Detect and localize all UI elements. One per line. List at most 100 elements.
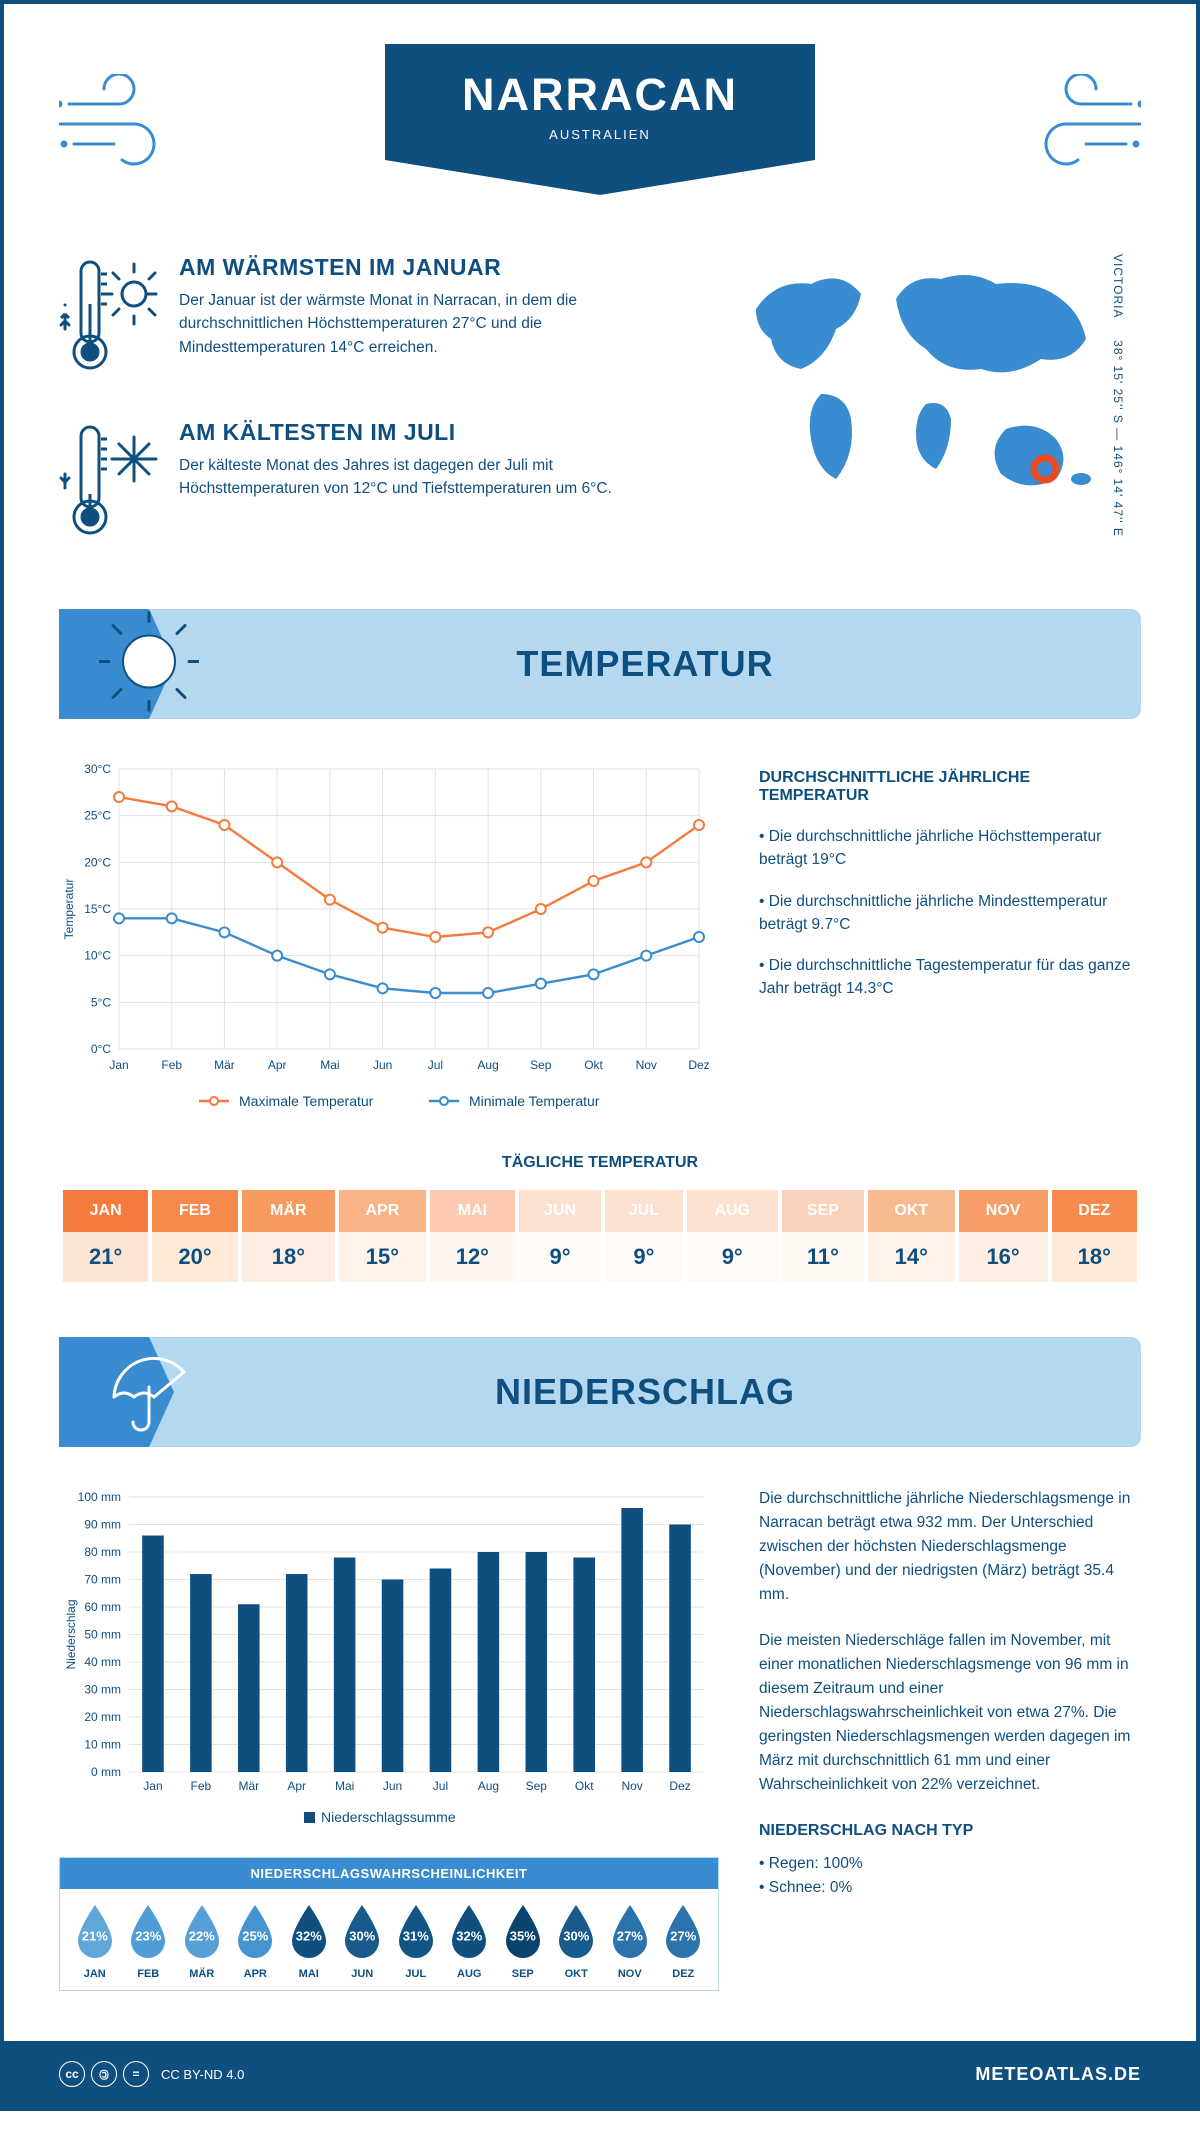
svg-text:10°C: 10°C bbox=[84, 949, 111, 963]
precip-prob-cell: 27%DEZ bbox=[657, 1903, 711, 1980]
svg-text:20 mm: 20 mm bbox=[84, 1710, 121, 1724]
daily-temp-header: JUN bbox=[519, 1190, 601, 1232]
precip-prob-value: 32% bbox=[296, 1928, 322, 1943]
daily-temp-header: SEP bbox=[782, 1190, 864, 1232]
precip-prob-month: OKT bbox=[550, 1968, 604, 1980]
precip-prob-cell: 25% APR bbox=[229, 1903, 283, 1980]
coords-sidebar: VICTORIA 38° 15' 25'' S — 146° 14' 47'' … bbox=[1111, 254, 1125, 584]
svg-text:Mär: Mär bbox=[214, 1058, 235, 1072]
precip-prob-cell: 22% MÄR bbox=[175, 1903, 229, 1980]
raindrop-icon: 21% bbox=[72, 1903, 118, 1964]
warmest-text: Der Januar ist der wärmste Monat in Narr… bbox=[179, 289, 671, 359]
svg-text:Mär: Mär bbox=[238, 1779, 259, 1793]
page-subtitle: AUSTRALIEN bbox=[405, 127, 795, 142]
raindrop-icon: 32% bbox=[286, 1903, 332, 1964]
precip-prob-cell: 30%JUN bbox=[336, 1903, 390, 1980]
precip-prob-value: 21% bbox=[82, 1928, 108, 1943]
coords-label: 38° 15' 25'' S — 146° 14' 47'' E bbox=[1111, 340, 1125, 537]
svg-text:Sep: Sep bbox=[530, 1058, 552, 1072]
raindrop-icon: 22% bbox=[179, 1903, 225, 1964]
svg-text:Feb: Feb bbox=[161, 1058, 182, 1072]
daily-temp-cell: 18° bbox=[242, 1232, 335, 1282]
header: NARRACAN AUSTRALIEN bbox=[59, 44, 1141, 234]
temp-point: • Die durchschnittliche jährliche Mindes… bbox=[759, 890, 1141, 937]
daily-temp-header: APR bbox=[339, 1190, 426, 1232]
precip-prob-value: 22% bbox=[189, 1928, 215, 1943]
raindrop-icon: 31% bbox=[393, 1903, 439, 1964]
thermometer-hot-icon bbox=[59, 254, 159, 379]
temperature-title: TEMPERATUR bbox=[149, 643, 1141, 685]
precip-prob-cell: 31%JUL bbox=[389, 1903, 443, 1980]
coldest-block: AM KÄLTESTEN IM JULI Der kälteste Monat … bbox=[59, 419, 671, 544]
precip-prob-value: 25% bbox=[242, 1928, 268, 1943]
precip-prob-value: 27% bbox=[617, 1928, 643, 1943]
daily-temp-cell: 9° bbox=[519, 1232, 601, 1282]
warmest-block: AM WÄRMSTEN IM JANUAR Der Januar ist der… bbox=[59, 254, 671, 379]
wind-icon-left bbox=[59, 74, 199, 179]
svg-text:70 mm: 70 mm bbox=[84, 1573, 121, 1587]
svg-text:Temperatur: Temperatur bbox=[62, 879, 76, 940]
svg-text:Nov: Nov bbox=[636, 1058, 657, 1072]
footer-brand: METEOATLAS.DE bbox=[975, 2064, 1141, 2085]
precip-prob-cell: 21% JAN bbox=[68, 1903, 122, 1980]
cc-icons: cc 🄯 = bbox=[59, 2061, 149, 2087]
precip-prob-value: 27% bbox=[670, 1928, 696, 1943]
precip-probability-box: NIEDERSCHLAGSWAHRSCHEINLICHKEIT 21%JAN23… bbox=[59, 1857, 719, 1991]
precip-prob-month: APR bbox=[229, 1968, 283, 1980]
daily-temp-header: JUL bbox=[605, 1190, 683, 1232]
license-block: cc 🄯 = CC BY-ND 4.0 bbox=[59, 2061, 244, 2087]
temperature-summary: DURCHSCHNITTLICHE JÄHRLICHE TEMPERATUR •… bbox=[759, 759, 1141, 1124]
precip-paragraph: Die durchschnittliche jährliche Niedersc… bbox=[759, 1487, 1141, 1607]
precip-prob-value: 23% bbox=[135, 1928, 161, 1943]
svg-text:50 mm: 50 mm bbox=[84, 1628, 121, 1642]
svg-text:Sep: Sep bbox=[526, 1779, 548, 1793]
page-wrap: NARRACAN AUSTRALIEN bbox=[0, 0, 1200, 2111]
daily-temp-header: FEB bbox=[152, 1190, 237, 1232]
precip-prob-cell: 27% NOV bbox=[603, 1903, 657, 1980]
temp-point: • Die durchschnittliche Tagestemperatur … bbox=[759, 954, 1141, 1001]
daily-temp-cell: 15° bbox=[339, 1232, 426, 1282]
thermometer-cold-icon bbox=[59, 419, 159, 544]
svg-text:10 mm: 10 mm bbox=[84, 1738, 121, 1752]
summary-row: AM WÄRMSTEN IM JANUAR Der Januar ist der… bbox=[59, 254, 1141, 584]
svg-text:Aug: Aug bbox=[478, 1779, 499, 1793]
raindrop-icon: 25% bbox=[232, 1903, 278, 1964]
svg-text:30 mm: 30 mm bbox=[84, 1683, 121, 1697]
svg-text:Maximale Temperatur: Maximale Temperatur bbox=[239, 1093, 374, 1109]
precip-prob-cell: 23%FEB bbox=[122, 1903, 176, 1980]
precip-prob-value: 31% bbox=[403, 1928, 429, 1943]
precip-prob-month: JAN bbox=[68, 1968, 122, 1980]
daily-temp-cell: 11° bbox=[782, 1232, 864, 1282]
temperature-chart: 0°C5°C10°C15°C20°C25°C30°CJanFebMärAprMa… bbox=[59, 759, 719, 1124]
svg-text:5°C: 5°C bbox=[91, 995, 111, 1009]
sun-icon bbox=[99, 612, 199, 717]
precip-prob-value: 30% bbox=[563, 1928, 589, 1943]
precip-prob-month: JUN bbox=[336, 1968, 390, 1980]
daily-temp-cell: 16° bbox=[959, 1232, 1048, 1282]
precip-prob-month: MAI bbox=[282, 1968, 336, 1980]
precip-title: NIEDERSCHLAG bbox=[149, 1371, 1141, 1413]
svg-text:Mai: Mai bbox=[320, 1058, 339, 1072]
svg-text:Minimale Temperatur: Minimale Temperatur bbox=[469, 1093, 600, 1109]
precip-prob-month: AUG bbox=[443, 1968, 497, 1980]
daily-temp-heading: TÄGLICHE TEMPERATUR bbox=[59, 1154, 1141, 1172]
cc-icon: cc bbox=[59, 2061, 85, 2087]
precip-prob-month: NOV bbox=[603, 1968, 657, 1980]
svg-text:Aug: Aug bbox=[477, 1058, 498, 1072]
precip-type-rain: • Regen: 100% bbox=[759, 1852, 1141, 1876]
svg-text:Jun: Jun bbox=[373, 1058, 392, 1072]
precip-prob-month: MÄR bbox=[175, 1968, 229, 1980]
world-map-icon bbox=[711, 254, 1111, 514]
svg-text:30°C: 30°C bbox=[84, 762, 111, 776]
daily-temp-header: JAN bbox=[63, 1190, 148, 1232]
region-label: VICTORIA bbox=[1111, 254, 1125, 318]
raindrop-icon: 27% bbox=[607, 1903, 653, 1964]
svg-text:100 mm: 100 mm bbox=[78, 1490, 121, 1504]
daily-temp-cell: 9° bbox=[605, 1232, 683, 1282]
daily-temp-header: AUG bbox=[687, 1190, 778, 1232]
daily-temp-cell: 18° bbox=[1052, 1232, 1137, 1282]
precip-text-block: Die durchschnittliche jährliche Niedersc… bbox=[759, 1487, 1141, 1991]
svg-text:Jul: Jul bbox=[433, 1779, 448, 1793]
svg-text:90 mm: 90 mm bbox=[84, 1518, 121, 1532]
daily-temp-cell: 14° bbox=[868, 1232, 955, 1282]
